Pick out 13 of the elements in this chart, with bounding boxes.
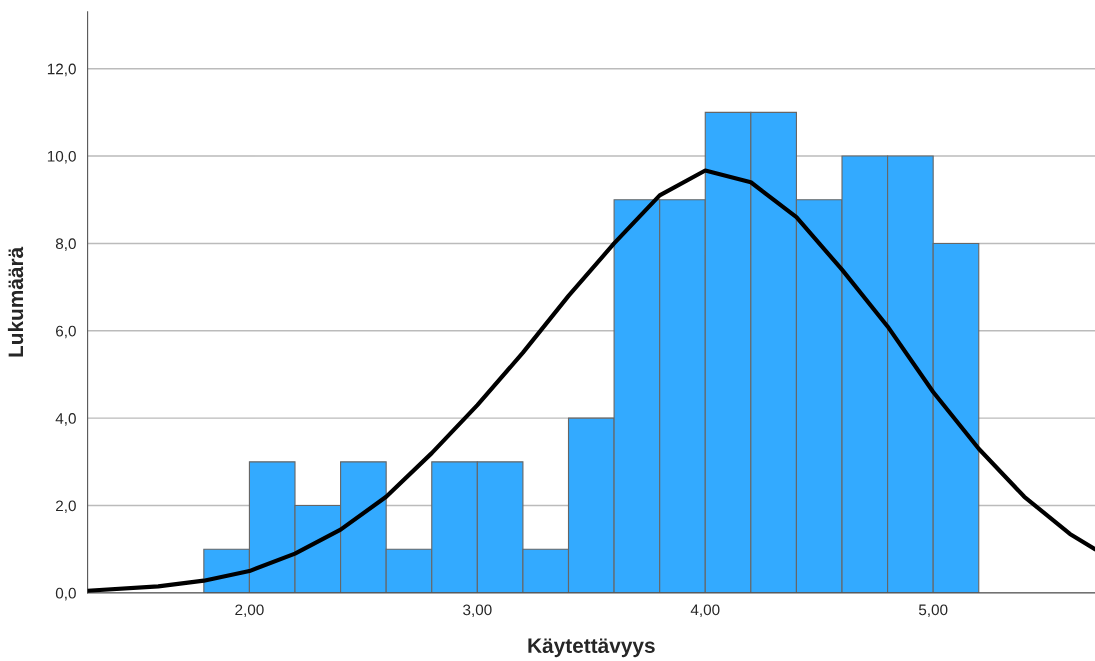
x-tick-label: 4,00: [690, 604, 720, 618]
y-tick-label: 6,0: [56, 325, 76, 339]
x-tick-label: 2,00: [235, 604, 264, 618]
x-tick-label: 5,00: [918, 604, 948, 618]
y-tick-label: 4,0: [55, 413, 76, 426]
y-tick-label: 12,0: [47, 63, 76, 77]
y-tick-label: 0,0: [55, 587, 76, 601]
y-tick-label: 2,0: [56, 500, 76, 514]
y-tick-label: 10,0: [47, 150, 76, 164]
y-axis-title: Lukumäärä: [7, 246, 24, 357]
x-tick-label: 3,00: [463, 604, 492, 618]
x-axis-title: Käytettävyys: [528, 638, 655, 658]
y-tick-label: 8,0: [55, 238, 76, 251]
